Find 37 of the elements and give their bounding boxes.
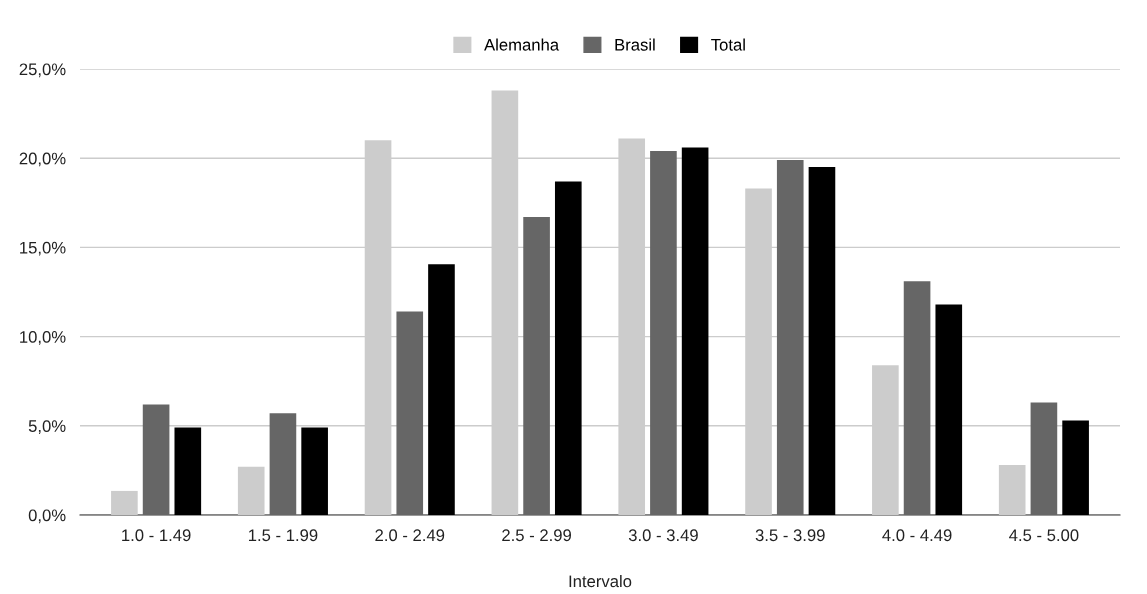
bar [269, 413, 297, 515]
x-tick-label: 3.0 - 3.49 [628, 529, 698, 542]
bar [396, 311, 424, 515]
bar [428, 264, 455, 515]
y-tick-label: 20,0% [19, 152, 66, 167]
y-tick-label: 25,0% [19, 63, 66, 78]
bar [301, 427, 328, 515]
x-axis-title: Intervalo [569, 574, 632, 588]
legend-label: Total [711, 38, 745, 51]
y-tick-label: 5,0% [28, 420, 66, 434]
x-tick-label: 4.0 - 4.49 [882, 529, 952, 542]
bar [237, 466, 265, 515]
bar [523, 217, 550, 515]
bar [935, 304, 963, 515]
x-tick-label: 1.0 - 1.49 [122, 529, 191, 542]
x-tick-label: 2.5 - 2.99 [502, 529, 572, 542]
x-tick-label: 1.5 - 1.99 [248, 529, 318, 542]
bar [808, 167, 836, 515]
x-tick-label: 4.5 - 5.00 [1009, 529, 1079, 542]
y-tick-label: 10,0% [20, 331, 66, 345]
x-tick-label: 2.0 - 2.49 [375, 529, 445, 542]
bar [1062, 420, 1089, 515]
bar [174, 427, 202, 515]
bar [142, 404, 170, 515]
bar [650, 151, 677, 515]
bar [776, 159, 804, 515]
y-tick-label: 15,0% [20, 241, 66, 256]
x-tick-label: 3.5 - 3.99 [755, 529, 825, 542]
bar [681, 147, 709, 515]
bar [554, 181, 582, 515]
bar [998, 465, 1026, 515]
bar [1030, 402, 1058, 515]
y-tick-label: 0,0% [28, 509, 66, 524]
bar [111, 490, 138, 515]
legend-label: Brasil [615, 38, 655, 51]
legend-label: Alemanha [484, 38, 560, 51]
bar [903, 281, 931, 515]
